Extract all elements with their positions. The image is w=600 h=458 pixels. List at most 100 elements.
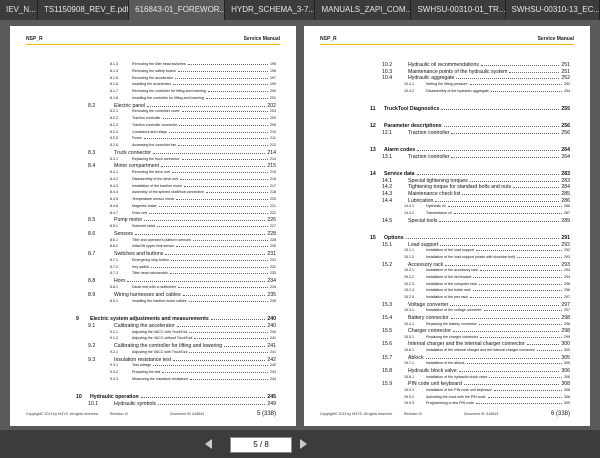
toc-entry[interactable]: 8.7 Switches and buttons 231 <box>88 251 276 257</box>
toc-entry[interactable]: 10.3 Maintenance points of the hydraulic … <box>382 69 570 75</box>
toc-entry[interactable]: 8.2.3 Traction controller connector 205 <box>110 123 276 127</box>
toc-entry[interactable]: 12.1 Traction controller 256 <box>382 130 570 136</box>
toc-entry[interactable]: 15.1 Load support 292 <box>382 242 570 248</box>
toc-entry[interactable]: 8.4.4 Assembly of the splined shaft/hub c… <box>110 190 276 194</box>
toc-entry[interactable]: 10.4.1 Setting the lifting pressure 252 <box>404 82 570 86</box>
toc-entry[interactable]: 10.1 Hydraulic symbols 249 <box>88 401 276 407</box>
toc-entry[interactable]: 15.2.2 Installation of the list bracket 29… <box>404 275 570 279</box>
toc-entry[interactable]: 9.3.3 Measuring the insulation resistance… <box>110 377 276 381</box>
tab[interactable]: HYDR_SCHEMA_3-7... <box>225 0 316 20</box>
toc-entry[interactable]: 13 Alarm codes 264 <box>370 147 570 153</box>
toc-entry[interactable]: 10.2 Hydraulic oil recommendations 251 <box>382 62 570 68</box>
toc-entry[interactable]: 15 Options 291 <box>370 235 570 241</box>
toc-entry[interactable]: 8.4.1 Removing the drive unit 215 <box>110 170 276 174</box>
toc-entry[interactable]: 15.5 Charger connector 298 <box>382 328 570 334</box>
toc-entry[interactable]: 9.3.2 Preparing the test 243 <box>110 370 276 374</box>
toc-entry[interactable]: 15.8 Hydraulic block valve 306 <box>382 368 570 374</box>
toc-entry[interactable]: 14.4 Lubrication 286 <box>382 198 570 204</box>
toc-entry[interactable]: 15.9.2 Activating the truck with the PIN … <box>404 395 570 399</box>
toc-entry[interactable]: 8.6.1 Tiller and operator's platform sens… <box>110 238 276 242</box>
toc-entry[interactable]: 15.3.1 Installation of the voltage conver… <box>404 308 570 312</box>
toc-entry[interactable]: 8.1.4 Removing the safety button 196 <box>110 69 276 73</box>
toc-entry[interactable]: 8.6.2 Initial lift upper limit sensor 230 <box>110 244 276 248</box>
toc-entry[interactable]: 8.8.1 Diode test with a multimeter 234 <box>110 285 276 289</box>
toc-entry[interactable]: 8.1.5 Removing the accelerator 197 <box>110 76 276 80</box>
toc-entry[interactable]: 8.7.1 Emergency stop button 231 <box>110 258 276 262</box>
toc-entry[interactable]: 8.1.6 Installing the accelerator 199 <box>110 82 276 86</box>
toc-entry[interactable]: 8.9 Wiring harnesses and cables 235 <box>88 292 276 298</box>
toc-entry[interactable]: 15.9.1 Installation of the PIN code unit … <box>404 388 570 392</box>
toc-entry[interactable]: 9.2.1 Adjusting the VACC with TruckTool 24… <box>110 350 276 354</box>
toc-entry[interactable]: 8.1.3 Removing the tiller head switches 19… <box>110 62 276 66</box>
toc-entry[interactable]: 8.4.3 Installation of the traction motor 2… <box>110 184 276 188</box>
toc-entry[interactable]: 15.3 Voltage converter 297 <box>382 302 570 308</box>
toc-entry[interactable]: 11 TruckTool Diagnostics 255 <box>370 106 570 112</box>
toc-entry[interactable]: 8.3.1 Replacing the truck connector 214 <box>110 157 276 161</box>
toc-entry[interactable]: 9.3.1 Test voltage 242 <box>110 363 276 367</box>
tab[interactable]: IEV_N... <box>0 0 38 20</box>
toc-entry[interactable]: 8.2.5 Fuses 211 <box>110 136 276 140</box>
toc-entry[interactable]: 14.1 Special tightening torques 283 <box>382 178 570 184</box>
toc-entry[interactable]: 8.6 Sensors 228 <box>88 231 276 237</box>
toc-entry[interactable]: 12 Parameter descriptions 256 <box>370 123 570 129</box>
toc-entry[interactable]: 15.7 Ablock 305 <box>382 355 570 361</box>
toc-entry[interactable]: 15.8.1 Installation of the hydraulic bloc… <box>404 375 570 379</box>
tab[interactable]: SWHSU-00310-13_EC... <box>506 0 600 20</box>
toc-entry[interactable]: 8.7.2 Key switch 232 <box>110 265 276 269</box>
toc-entry[interactable]: 14.4.2 Transmission oil 287 <box>404 211 570 215</box>
toc-entry[interactable]: 8.2 Electric panel 202 <box>88 103 276 109</box>
toc-entry[interactable]: 9 Electric system adjustments and measure… <box>76 316 276 322</box>
toc-entry[interactable]: 8.9.1 Installing the traction motor cable… <box>110 299 276 303</box>
toc-entry[interactable]: 8.4.5 Temperature sensor check 220 <box>110 197 276 201</box>
toc-entry[interactable]: 15.9.3 Programming a new PIN code 309 <box>404 401 570 405</box>
toc-entry[interactable]: 15.6 Internal charger and the internal ch… <box>382 341 570 347</box>
toc-entry[interactable]: 15.7.1 Installation of the ablock 305 <box>404 361 570 365</box>
toc-entry[interactable]: 10.4.2 Disassembly of the hydraulic aggre… <box>404 89 570 93</box>
tab[interactable]: TS1150908_REV_E.pdf <box>38 0 130 20</box>
toc-entry[interactable]: 14.2 Tightening torque for standard bolts… <box>382 184 570 190</box>
toc-entry[interactable]: 14.3 Maintenance check list 285 <box>382 191 570 197</box>
page-indicator[interactable]: 5 / 8 <box>230 437 292 453</box>
toc-entry[interactable]: 8.4.2 Disassembly of the drive unit 216 <box>110 177 276 181</box>
toc-entry[interactable]: 15.4.1 Replacing the battery connector 298 <box>404 322 570 326</box>
tab[interactable]: MANUALS_ZAPI_COM... <box>315 0 412 20</box>
toc-entry[interactable]: 8.3 Truck connector 214 <box>88 150 276 156</box>
toc-entry[interactable]: 8.4.6 Magnetic brake 221 <box>110 204 276 208</box>
toc-entry[interactable]: 15.2.3 Installation of the computer rack 2… <box>404 282 570 286</box>
toc-entry[interactable]: 10 Hydraulic operation 245 <box>76 394 276 400</box>
toc-entry[interactable]: 15.4 Battery connector 298 <box>382 315 570 321</box>
prev-page-button[interactable] <box>205 439 212 449</box>
toc-entry[interactable]: 8.1.8 Installing the controller for lifti… <box>110 96 276 100</box>
toc-entry[interactable]: 8.2.4 Contactors and relays 210 <box>110 130 276 134</box>
toc-entry[interactable]: 15.6.1 Installation of the internal charg… <box>404 348 570 352</box>
toc-entry[interactable]: 15.2.1 Installation of the accessory rack… <box>404 268 570 272</box>
toc-entry[interactable]: 8.8 Horn 234 <box>88 278 276 284</box>
toc-entry[interactable]: 14.4.1 Hydraulic oil 286 <box>404 204 570 208</box>
toc-entry[interactable]: 8.7.3 Tiller head microswitch 233 <box>110 271 276 275</box>
toc-entry[interactable]: 9.1.1 Adjusting the VACC with TruckTool 24… <box>110 330 276 334</box>
toc-entry[interactable]: 9.1 Calibrating the accelerator 240 <box>88 323 276 329</box>
toc-entry[interactable]: 8.2.1 Removing the controller cover 203 <box>110 109 276 113</box>
toc-entry[interactable]: 15.2.4 Installation of the bottle rack 296 <box>404 288 570 292</box>
toc-entry[interactable]: 10.4 Hydraulic aggregate 252 <box>382 75 570 81</box>
toc-entry[interactable]: 15.5.1 Replacing the charger connector 299 <box>404 335 570 339</box>
toc-entry[interactable]: 8.5.1 Solenoid valve 227 <box>110 224 276 228</box>
toc-entry[interactable]: 15.2 Accessory rack 293 <box>382 262 570 268</box>
toc-entry[interactable]: 14 Service data 283 <box>370 171 570 177</box>
toc-entry[interactable]: 15.2.5 Installation of the pen rack 297 <box>404 295 570 299</box>
toc-entry[interactable]: 14.5 Special tools 289 <box>382 218 570 224</box>
toc-entry[interactable]: 8.4 Motor compartment 215 <box>88 163 276 169</box>
toc-entry[interactable]: 8.4.7 Drive unit 222 <box>110 211 276 215</box>
toc-entry[interactable]: 15.9 PIN code unit keyboard 308 <box>382 381 570 387</box>
toc-entry[interactable]: 8.2.6 Accessing the controller fan 212 <box>110 143 276 147</box>
toc-entry[interactable]: 13.1 Traction controller 264 <box>382 154 570 160</box>
toc-entry[interactable]: 8.1.7 Removing the controller for lifting… <box>110 89 276 93</box>
toc-entry[interactable]: 9.1.2 Adjusting the VACC without TruckToo… <box>110 336 276 340</box>
toc-entry[interactable]: 8.5 Pump motor 226 <box>88 217 276 223</box>
toc-entry[interactable]: 15.1.2 Installation of the load support (… <box>404 255 570 259</box>
toc-entry[interactable]: 8.2.2 Traction controller 203 <box>110 116 276 120</box>
toc-entry[interactable]: 9.2 Calibrating the controller for liftin… <box>88 343 276 349</box>
tab[interactable]: 616843-01_FOREWOR... <box>129 0 226 20</box>
next-page-button[interactable] <box>300 439 307 449</box>
toc-entry[interactable]: 9.3 Insulation resistance test 242 <box>88 357 276 363</box>
